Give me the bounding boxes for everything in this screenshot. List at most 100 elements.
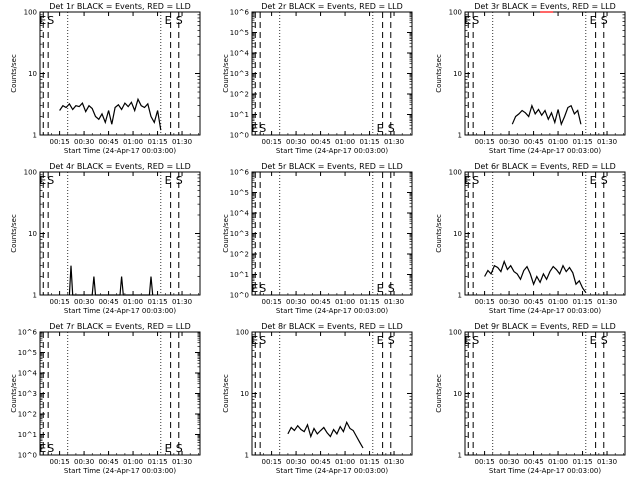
- y-tick-label: 10: [453, 390, 462, 398]
- y-tick-label: 10^1: [230, 111, 249, 119]
- y-axis-label: Counts/sec: [222, 214, 230, 253]
- marker-s: S: [388, 334, 395, 347]
- y-axis-label: Counts/sec: [10, 374, 18, 413]
- y-tick-label: 10: [453, 70, 462, 78]
- x-tick-label: 00:15: [49, 458, 69, 466]
- events-series-line: [484, 259, 587, 293]
- marker-s: S: [47, 14, 54, 27]
- x-tick-label: 00:15: [261, 138, 281, 146]
- x-axis-label: Start Time (24-Apr-17 00:03:00): [64, 307, 176, 315]
- events-series-line: [511, 103, 582, 127]
- x-tick-label: 01:30: [172, 458, 192, 466]
- y-tick-label: 10^6: [18, 329, 38, 337]
- y-tick-label: 10^0: [230, 292, 249, 300]
- marker-e: E: [165, 442, 172, 455]
- y-tick-label: 10: [453, 230, 462, 238]
- x-tick-label: 01:15: [572, 458, 592, 466]
- y-tick-label: 10^4: [18, 370, 38, 378]
- panel-title: Det 1r BLACK = Events, RED = LLD: [49, 2, 191, 11]
- x-axis-label: Start Time (24-Apr-17 00:03:00): [276, 467, 388, 475]
- panel-title: Det 8r BLACK = Events, RED = LLD: [261, 322, 403, 331]
- x-tick-label: 01:15: [359, 138, 379, 146]
- x-tick-label: 01:15: [572, 138, 592, 146]
- y-tick-label: 10: [240, 390, 249, 398]
- x-tick-label: 01:00: [548, 298, 568, 306]
- x-tick-label: 01:00: [335, 138, 355, 146]
- x-tick-label: 00:30: [74, 138, 94, 146]
- y-tick-label: 10^3: [18, 390, 37, 398]
- marker-s: S: [388, 122, 395, 135]
- y-tick-label: 10^4: [230, 50, 250, 58]
- y-tick-label: 10^6: [230, 9, 250, 17]
- marker-e: E: [39, 14, 46, 27]
- marker-e: E: [165, 174, 172, 187]
- plot-frame: [251, 11, 413, 136]
- x-tick-label: 01:00: [123, 138, 143, 146]
- marker-s: S: [472, 14, 479, 27]
- events-series-line: [287, 420, 364, 449]
- marker-s: S: [472, 334, 479, 347]
- marker-s: S: [601, 174, 608, 187]
- y-tick-label: 100: [24, 9, 37, 17]
- detector-panel-2: Det 2r BLACK = Events, RED = LLD Counts/s…: [222, 2, 413, 155]
- x-tick-label: 01:15: [359, 298, 379, 306]
- y-axis-label: Counts/sec: [10, 54, 18, 93]
- y-tick-label: 10^2: [230, 91, 249, 99]
- x-tick-label: 01:30: [384, 458, 404, 466]
- x-tick-label: 00:15: [474, 298, 494, 306]
- x-axis-label: Start Time (24-Apr-17 00:03:00): [64, 467, 176, 475]
- x-tick-label: 00:15: [49, 138, 69, 146]
- x-axis-label: Start Time (24-Apr-17 00:03:00): [489, 467, 601, 475]
- plot-frame: [39, 11, 201, 136]
- marker-e: E: [165, 14, 172, 27]
- marker-e: E: [590, 14, 597, 27]
- marker-s: S: [259, 282, 266, 295]
- y-tick-label: 10^1: [18, 431, 37, 439]
- y-axis-label: Counts/sec: [435, 214, 443, 253]
- x-axis-label: Start Time (24-Apr-17 00:03:00): [276, 147, 388, 155]
- x-tick-label: 00:30: [499, 298, 519, 306]
- x-tick-label: 01:00: [123, 298, 143, 306]
- plot-frame: [464, 11, 626, 136]
- x-tick-label: 01:00: [123, 458, 143, 466]
- x-tick-label: 00:30: [286, 138, 306, 146]
- y-tick-label: 10^6: [230, 169, 250, 177]
- x-tick-label: 01:00: [548, 458, 568, 466]
- y-tick-label: 10^5: [230, 189, 249, 197]
- x-tick-label: 01:15: [147, 458, 167, 466]
- marker-s: S: [601, 14, 608, 27]
- y-tick-label: 100: [24, 169, 37, 177]
- panel-title: Det 5r BLACK = Events, RED = LLD: [261, 162, 403, 171]
- x-tick-label: 01:15: [572, 298, 592, 306]
- x-tick-label: 00:45: [310, 298, 330, 306]
- marker-s: S: [176, 14, 183, 27]
- detector-panel-9: Det 9r BLACK = Events, RED = LLD Counts/s…: [435, 322, 626, 475]
- y-axis-label: Counts/sec: [10, 214, 18, 253]
- y-tick-label: 10^2: [230, 251, 249, 259]
- x-tick-label: 01:00: [548, 138, 568, 146]
- x-tick-label: 00:15: [474, 458, 494, 466]
- x-tick-label: 01:00: [335, 458, 355, 466]
- x-tick-label: 01:15: [359, 458, 379, 466]
- detector-panel-4: Det 4r BLACK = Events, RED = LLD Counts/s…: [10, 162, 201, 315]
- x-tick-label: 01:30: [384, 138, 404, 146]
- marker-e: E: [251, 122, 258, 135]
- y-axis-label: Counts/sec: [222, 374, 230, 413]
- x-tick-label: 01:30: [172, 138, 192, 146]
- panel-title: Det 2r BLACK = Events, RED = LLD: [261, 2, 403, 11]
- y-tick-label: 10^3: [230, 70, 249, 78]
- x-tick-label: 00:30: [286, 458, 306, 466]
- panel-title: Det 4r BLACK = Events, RED = LLD: [49, 162, 191, 171]
- events-series-line: [59, 97, 162, 131]
- y-tick-label: 10: [28, 70, 37, 78]
- y-tick-label: 1: [33, 292, 37, 300]
- x-tick-label: 00:45: [98, 458, 118, 466]
- y-tick-label: 100: [449, 169, 462, 177]
- x-tick-label: 00:15: [49, 298, 69, 306]
- marker-e: E: [590, 334, 597, 347]
- panel-title: Det 3r BLACK = Events, RED = LLD: [474, 2, 616, 11]
- y-tick-label: 100: [449, 329, 462, 337]
- y-tick-label: 10^4: [230, 210, 250, 218]
- marker-s: S: [47, 442, 54, 455]
